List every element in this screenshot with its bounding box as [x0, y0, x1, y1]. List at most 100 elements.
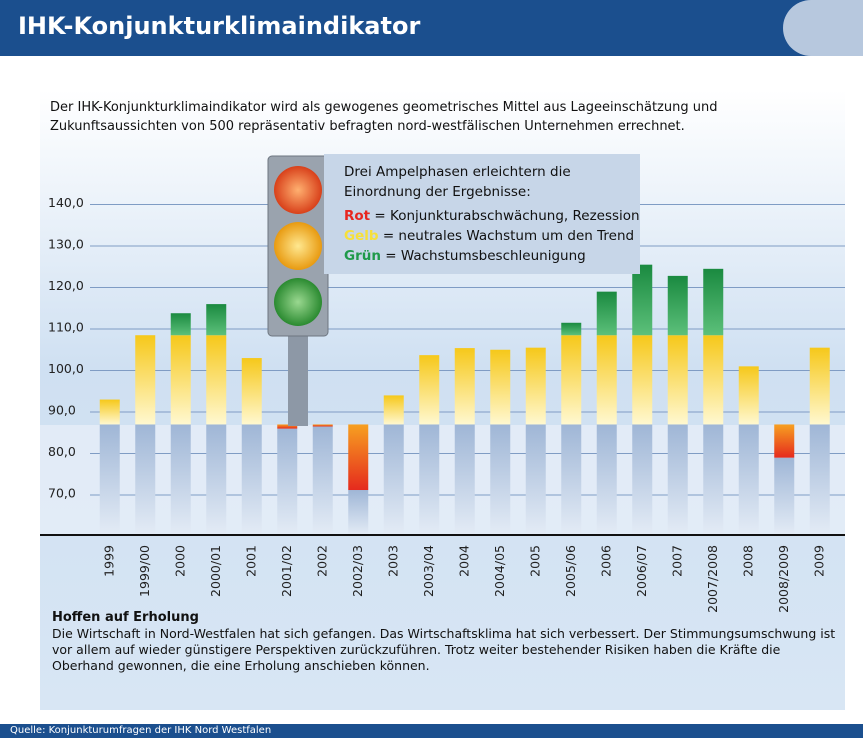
x-tick-label: 1999/00: [137, 545, 152, 597]
legend-text: = neutrales Wachstum um den Trend: [378, 228, 635, 244]
bar-under: [703, 424, 724, 536]
bar: [206, 304, 227, 536]
bar: [490, 349, 511, 536]
subtitle: Der IHK-Konjunkturklimaindikator wird al…: [50, 100, 718, 134]
bar-under: [99, 424, 120, 536]
x-tick-label: 2003/04: [421, 545, 436, 597]
bar-yellow: [632, 335, 653, 425]
bar: [419, 355, 440, 536]
legend-item: Rot = Konjunkturabschwächung, Rezession: [344, 206, 640, 226]
bar-yellow: [135, 335, 156, 425]
y-tick-label: 90,0: [48, 403, 76, 418]
lower-band: [40, 425, 845, 535]
x-tick-label: 1999: [101, 545, 116, 577]
x-tick-label: 2009: [811, 545, 826, 577]
bar-yellow: [738, 366, 759, 425]
bar-under: [596, 424, 617, 536]
bar: [312, 424, 333, 536]
y-tick-label: 140,0: [48, 195, 84, 210]
bar-under: [632, 424, 653, 536]
bar-yellow: [241, 358, 262, 425]
x-tick-label: 2002: [314, 545, 329, 577]
legend-text: = Konjunkturabschwächung, Rezession: [370, 208, 640, 224]
bar-yellow: [703, 335, 724, 425]
lamp-green: [274, 278, 322, 326]
bar-yellow: [206, 335, 227, 425]
bar-red: [312, 424, 333, 427]
bar-yellow: [383, 395, 404, 425]
y-tick-label: 100,0: [48, 361, 84, 376]
x-tick-label: 2005/06: [563, 545, 578, 597]
bar-yellow: [561, 335, 582, 425]
bar-green: [170, 313, 191, 336]
x-tick-label: 2001/02: [279, 545, 294, 597]
y-tick-label: 70,0: [48, 486, 76, 501]
legend-name: Rot: [344, 208, 371, 224]
bar: [99, 399, 120, 536]
lamp-yellow: [274, 222, 322, 270]
bar-under: [383, 424, 404, 536]
bar: [241, 358, 262, 536]
bar-yellow: [596, 335, 617, 425]
bar-green: [632, 264, 653, 336]
bar: [774, 424, 795, 536]
bar: [632, 264, 653, 536]
bar-under: [348, 490, 369, 536]
lamp-red: [274, 166, 322, 214]
bar: [809, 347, 830, 536]
x-tick-label: 2004: [456, 545, 471, 577]
bar-under: [277, 428, 298, 536]
bar-green: [667, 275, 688, 336]
bar-green: [703, 268, 724, 336]
bar-under: [312, 426, 333, 536]
bar-green: [561, 322, 582, 336]
x-tick-label: 2006: [598, 545, 613, 577]
x-tick-label: 2003: [385, 545, 400, 577]
bar-green: [206, 304, 227, 336]
header-decoration: [783, 0, 863, 56]
bar-yellow: [809, 347, 830, 425]
x-tick-label: 2008: [740, 545, 755, 577]
x-tick-label: 2006/07: [634, 545, 649, 597]
bar-yellow: [667, 335, 688, 425]
bar: [135, 335, 156, 536]
x-tick-label: 2007/2008: [705, 545, 720, 613]
bar: [703, 268, 724, 536]
bar-under: [241, 424, 262, 536]
bar-under: [490, 424, 511, 536]
legend-text: = Wachstumsbeschleunigung: [380, 248, 586, 264]
x-tick-label: 2002/03: [350, 545, 365, 597]
bar: [596, 291, 617, 536]
bar-yellow: [419, 355, 440, 425]
bar-under: [809, 424, 830, 536]
legend-name: Gelb: [344, 228, 379, 244]
bar-under: [774, 457, 795, 536]
bar: [561, 322, 582, 536]
bar-under: [135, 424, 156, 536]
x-tick-label: 2000: [172, 545, 187, 577]
bar: [525, 347, 546, 536]
bar-yellow: [170, 335, 191, 425]
bar: [277, 424, 298, 536]
legend: Drei Ampelphasen erleichtern die Einordn…: [324, 154, 640, 274]
bar-under: [454, 424, 475, 536]
bar: [667, 275, 688, 536]
bar-yellow: [490, 349, 511, 425]
x-tick-label: 2007: [669, 545, 684, 577]
y-tick-label: 130,0: [48, 237, 84, 252]
bar-under: [525, 424, 546, 536]
pole: [288, 330, 308, 426]
chart-title: IHK-Konjunkturklimaindikator: [18, 12, 421, 40]
bar-under: [667, 424, 688, 536]
bar-under: [206, 424, 227, 536]
header: IHK-Konjunkturklimaindikator: [0, 0, 863, 56]
y-tick-label: 110,0: [48, 320, 84, 335]
legend-item: Grün = Wachstumsbeschleunigung: [344, 246, 640, 266]
x-tick-label: 2000/01: [208, 545, 223, 597]
y-tick-label: 80,0: [48, 444, 76, 459]
x-tick-label: 2001: [243, 545, 258, 577]
x-tick-label: 2005: [527, 545, 542, 577]
bar-under: [419, 424, 440, 536]
